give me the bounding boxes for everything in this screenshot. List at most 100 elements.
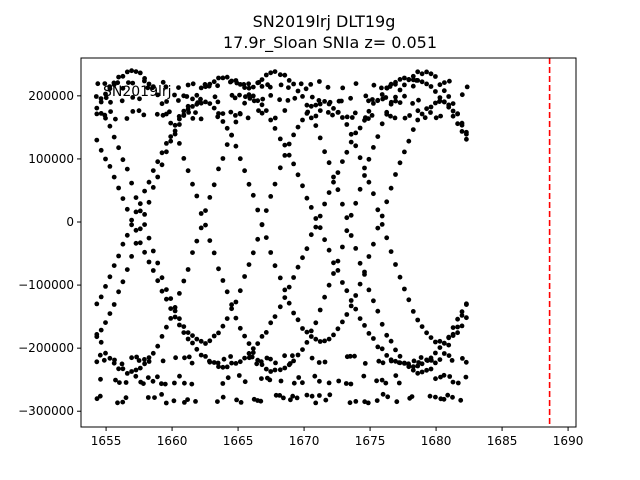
data-point <box>182 380 187 386</box>
data-point <box>155 343 161 349</box>
data-point <box>384 235 390 241</box>
data-point <box>273 360 278 366</box>
data-point <box>215 83 221 89</box>
data-point <box>101 357 107 363</box>
data-point <box>357 125 363 131</box>
data-point <box>177 373 182 379</box>
data-point <box>286 300 292 306</box>
data-point <box>388 338 394 344</box>
data-point <box>115 400 120 406</box>
data-point <box>428 366 434 372</box>
data-point <box>113 116 118 122</box>
data-point <box>429 358 434 363</box>
data-point <box>112 357 117 363</box>
data-point <box>397 77 403 82</box>
data-point <box>198 352 204 358</box>
data-point <box>116 253 121 259</box>
data-point <box>322 201 327 207</box>
data-point <box>317 393 322 398</box>
data-point <box>455 111 460 117</box>
data-point <box>236 373 242 378</box>
data-point <box>344 114 350 120</box>
data-point <box>125 80 131 85</box>
data-point <box>142 188 148 194</box>
data-point <box>424 81 429 87</box>
y-tick-label: 0 <box>66 215 74 229</box>
y-axis: 200000 100000 0 −100000 −200000 −300000 <box>18 89 81 418</box>
data-point <box>375 134 381 140</box>
data-point <box>308 82 314 87</box>
data-point <box>335 268 341 273</box>
data-point <box>225 375 231 381</box>
data-point <box>182 400 187 405</box>
data-point <box>145 395 151 400</box>
data-point <box>259 84 265 89</box>
data-point <box>335 187 341 193</box>
data-point <box>255 236 261 242</box>
data-point <box>142 222 148 228</box>
data-point <box>450 108 456 114</box>
data-point <box>233 143 239 149</box>
data-point <box>277 136 283 142</box>
data-point <box>228 79 233 85</box>
data-point <box>224 142 230 148</box>
data-point <box>348 95 353 101</box>
data-point <box>406 361 411 367</box>
data-point <box>387 84 393 89</box>
data-point <box>176 85 181 90</box>
overlay-label: SN2019lrj <box>103 84 172 100</box>
data-point <box>322 359 328 365</box>
data-point <box>150 378 156 384</box>
data-point <box>459 323 465 329</box>
data-point <box>255 207 261 213</box>
data-point <box>94 301 100 307</box>
data-point <box>304 329 310 335</box>
data-point <box>394 399 400 405</box>
y-tick-label: −200000 <box>18 341 74 355</box>
data-point <box>446 102 452 108</box>
data-point <box>98 96 104 101</box>
plot-frame <box>80 57 577 428</box>
data-point <box>124 166 130 172</box>
data-point <box>234 397 240 403</box>
data-point <box>212 94 218 100</box>
data-point <box>308 205 314 210</box>
data-point <box>379 346 385 352</box>
data-point <box>464 301 469 307</box>
data-point <box>211 79 217 85</box>
data-point <box>107 355 113 361</box>
data-point <box>150 85 156 91</box>
data-point <box>388 249 394 255</box>
data-point <box>366 179 372 185</box>
data-point <box>375 308 381 314</box>
data-point <box>103 91 108 97</box>
data-point <box>272 115 278 121</box>
data-point <box>317 108 323 113</box>
data-point <box>459 129 465 134</box>
data-point <box>428 335 434 340</box>
data-point <box>285 98 291 103</box>
data-point <box>172 122 178 128</box>
data-point <box>449 358 455 363</box>
data-point <box>249 354 255 360</box>
data-point <box>353 81 359 86</box>
data-point <box>216 330 221 336</box>
data-point <box>455 330 460 336</box>
data-point <box>215 399 220 404</box>
data-point <box>190 181 195 187</box>
data-point <box>352 110 358 116</box>
data-point <box>259 334 265 339</box>
data-point <box>137 96 142 102</box>
data-point <box>393 358 398 364</box>
data-point <box>203 222 208 228</box>
data-point <box>317 307 323 313</box>
data-point <box>291 358 296 364</box>
data-point <box>129 355 135 361</box>
data-point <box>353 246 359 251</box>
data-point <box>185 336 191 342</box>
data-point <box>433 115 439 121</box>
data-point <box>402 93 407 99</box>
data-point <box>441 372 447 378</box>
data-point <box>94 137 100 143</box>
data-point <box>185 397 191 402</box>
